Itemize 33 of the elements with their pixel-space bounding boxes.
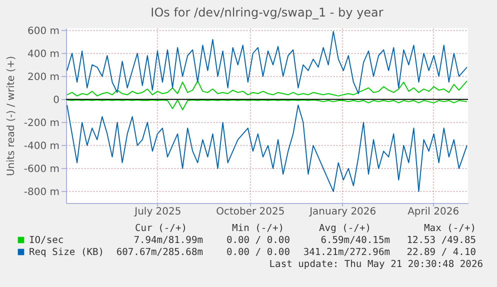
line-series	[66, 30, 468, 94]
y-axis-title: Units read (-) / write (+)	[6, 56, 17, 176]
y-tick-label: 600 m	[27, 26, 60, 37]
text: 607.67m/285.68m	[116, 247, 204, 258]
text: Cur (-/+)	[135, 223, 187, 234]
x-tick-label: July 2025	[134, 206, 182, 218]
y-tick-label: -400 m	[24, 140, 60, 152]
x-tick-label: April 2026	[408, 206, 460, 218]
text: Avg (-/+)	[319, 223, 371, 234]
text: 22.89 / 4.10	[406, 247, 476, 258]
text: Max (-/+)	[424, 223, 476, 234]
y-tick-label: 0	[53, 94, 60, 106]
y-tick-label: 400 m	[27, 48, 60, 60]
text: 0.00 / 0.00	[226, 235, 290, 246]
y-tick-label: -800 m	[24, 186, 60, 198]
x-tick-label: January 2026	[308, 206, 376, 218]
text: 0.00 / 0.00	[226, 247, 290, 258]
text: Min (-/+)	[232, 223, 284, 234]
text: 12.53 /49.85	[406, 235, 476, 246]
x-tick-label: October 2025	[216, 206, 285, 218]
text: 6.59m/40.15m	[320, 235, 390, 246]
text: 7.94m/81.99m	[134, 235, 204, 246]
legend-label: Req Size (KB)	[29, 247, 104, 258]
y-tick-label: 200 m	[27, 72, 60, 83]
line-series	[66, 104, 468, 192]
legend-label: IO/sec	[29, 235, 64, 246]
text: 341.21m/272.96m	[303, 247, 390, 258]
y-tick-label: -200 m	[24, 118, 60, 129]
line-series	[66, 99, 468, 110]
chart-title: IOs for /dev/nlring-vg/swap_1 - by year	[150, 5, 384, 20]
line-series	[66, 80, 468, 96]
y-tick-label: -600 m	[24, 164, 60, 175]
text: Last update: Thu May 21 20:30:48 2026	[269, 259, 484, 270]
